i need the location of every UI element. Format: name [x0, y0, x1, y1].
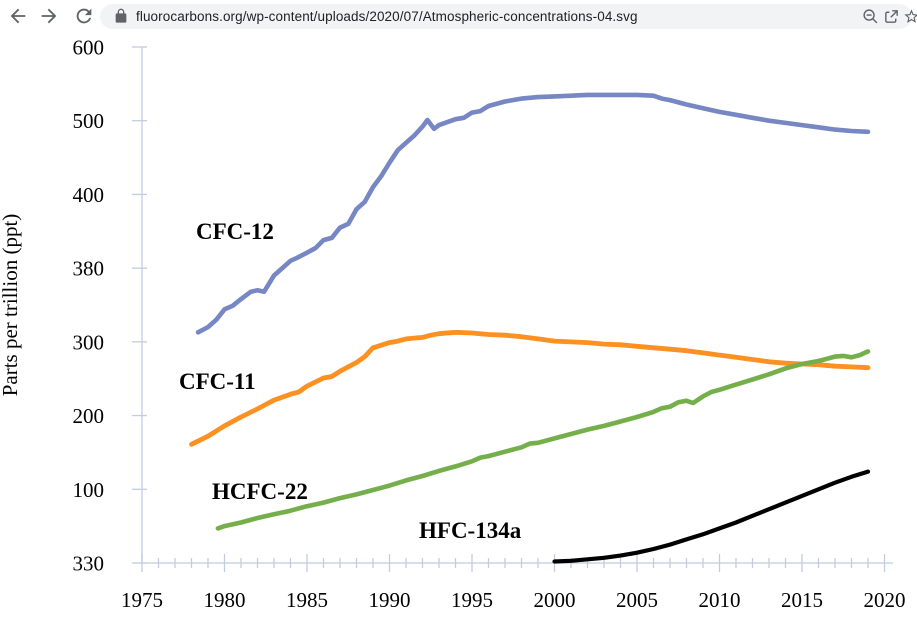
series-label-HFC-134a: HFC-134a: [419, 518, 522, 543]
y-tick-label: 400: [73, 183, 105, 207]
series-line-CFC-12: [195, 92, 871, 335]
y-tick-label: 600: [73, 36, 105, 60]
zoom-out-icon[interactable]: [862, 8, 879, 25]
x-tick-label: 1995: [451, 588, 493, 612]
y-tick-label: 500: [73, 109, 105, 133]
y-tick-label: 380: [73, 257, 105, 281]
series-label-CFC-12: CFC-12: [196, 219, 274, 244]
x-tick-label: 1975: [121, 588, 163, 612]
x-tick-label: 1985: [286, 588, 328, 612]
x-tick-label: 2010: [699, 588, 741, 612]
x-tick-label: 1990: [369, 588, 411, 612]
chart-area: 600 500 400 380 300 200 100 330 1975 1980 1985 1990…: [0, 33, 917, 627]
x-tick-label: 2005: [616, 588, 658, 612]
y-tick-label: 100: [73, 478, 105, 502]
series-line-HCFC-22: [215, 349, 871, 531]
lock-icon: [113, 8, 129, 24]
y-tick-label: 330: [73, 552, 105, 576]
concentration-line-chart: 600 500 400 380 300 200 100 330 1975 1980 1985 1990…: [0, 36, 906, 613]
url-bar[interactable]: fluorocarbons.org/wp-content/uploads/202…: [100, 4, 917, 29]
browser-toolbar: fluorocarbons.org/wp-content/uploads/202…: [0, 0, 917, 33]
x-tick-label: 2020: [864, 588, 906, 612]
series-label-CFC-11: CFC-11: [179, 369, 256, 394]
url-text[interactable]: fluorocarbons.org/wp-content/uploads/202…: [136, 9, 638, 24]
y-tick-label: 300: [73, 330, 105, 354]
y-axis-title: Parts per trillion (ppt): [0, 214, 22, 397]
x-tick-label: 2015: [781, 588, 823, 612]
x-tick-label: 1980: [204, 588, 246, 612]
share-icon[interactable]: [883, 8, 900, 25]
forward-icon[interactable]: [38, 5, 60, 27]
back-icon[interactable]: [7, 5, 29, 27]
series-label-HCFC-22: HCFC-22: [212, 479, 308, 504]
reload-icon[interactable]: [73, 5, 95, 27]
series-line-HFC-134a: [552, 469, 871, 564]
series-line-CFC-11: [189, 329, 871, 447]
y-tick-label: 200: [73, 404, 105, 428]
bookmark-star-icon[interactable]: [903, 8, 917, 25]
x-tick-label: 2000: [534, 588, 576, 612]
